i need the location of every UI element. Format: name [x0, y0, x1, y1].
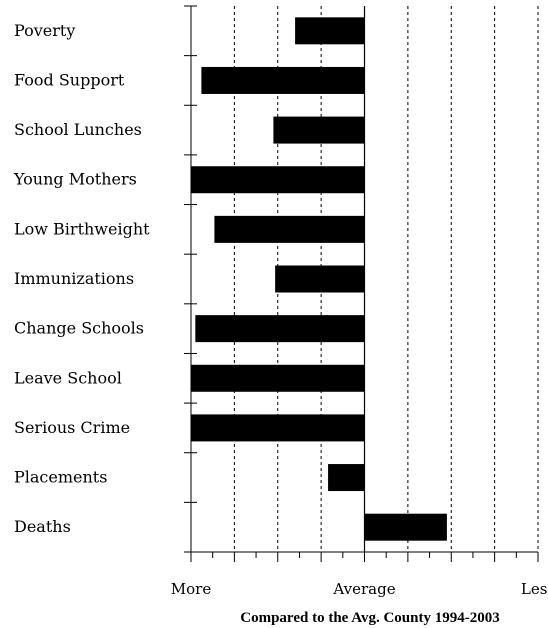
bar	[191, 166, 365, 194]
category-label: Placements	[14, 468, 107, 487]
bar	[273, 116, 365, 144]
category-label: Poverty	[14, 21, 75, 40]
x-tick-label: More	[171, 580, 212, 598]
bar	[195, 315, 365, 343]
bar	[275, 265, 365, 293]
category-labels: Poverty Food Support School Lunches Young M…	[13, 21, 150, 536]
category-label: Immunizations	[14, 269, 134, 288]
category-label: Deaths	[14, 517, 71, 536]
x-tick-label: Less	[521, 580, 548, 598]
category-label: Young Mothers	[13, 170, 137, 189]
category-label: Low Birthweight	[14, 219, 150, 238]
bar	[295, 17, 365, 45]
bar	[191, 364, 365, 392]
bars	[191, 17, 447, 541]
x-tick-label: Average	[332, 580, 395, 598]
bar	[364, 513, 447, 541]
bar	[201, 66, 365, 94]
x-axis-title: Compared to the Avg. County 1994-2003	[240, 610, 499, 626]
category-label: Change Schools	[14, 319, 144, 338]
bar	[191, 414, 365, 442]
bar	[214, 215, 365, 243]
bar	[328, 464, 365, 492]
category-label: Food Support	[14, 70, 125, 89]
category-label: Leave School	[14, 368, 122, 387]
category-label: School Lunches	[14, 120, 142, 139]
category-label: Serious Crime	[14, 418, 130, 437]
tick-labels: More Average Less	[171, 580, 548, 598]
